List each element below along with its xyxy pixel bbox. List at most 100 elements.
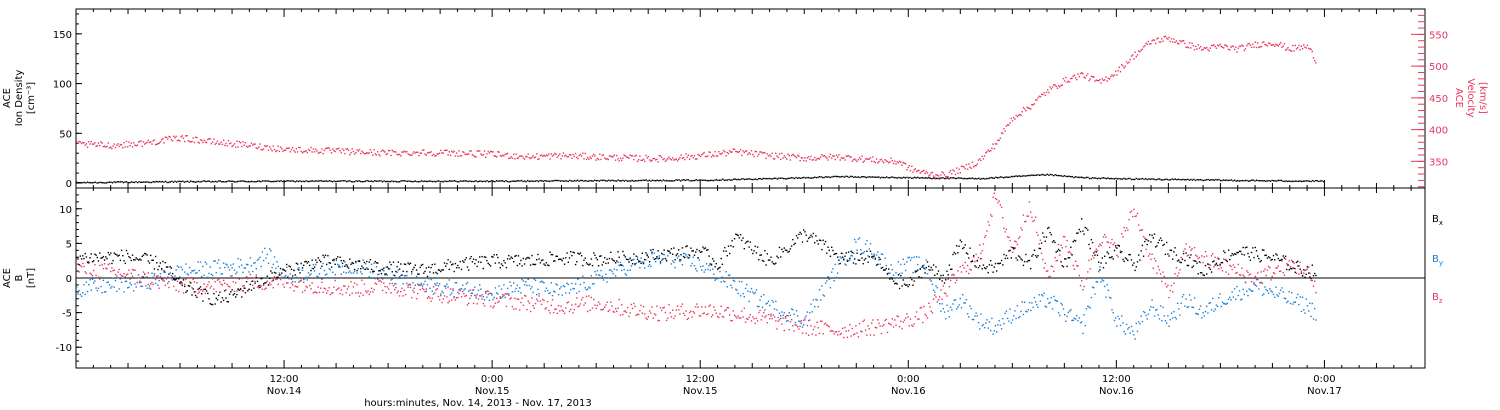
density-point — [1265, 180, 1267, 182]
by-point — [156, 275, 158, 277]
by-point — [619, 261, 622, 264]
density-point — [655, 180, 657, 182]
bx-point — [76, 256, 78, 259]
bx-point — [1091, 241, 1094, 244]
bx-point — [233, 293, 236, 295]
bx-point — [418, 273, 420, 275]
bx-point — [1244, 247, 1247, 249]
velocity-point — [431, 154, 433, 157]
bz-point — [1115, 246, 1117, 249]
by-point — [898, 273, 901, 275]
by-point — [311, 267, 313, 270]
density-point — [1319, 180, 1322, 182]
by-point — [638, 260, 640, 262]
by-point — [1261, 294, 1264, 296]
density-point — [1106, 177, 1108, 180]
by-point — [298, 267, 300, 269]
density-point — [1238, 180, 1240, 182]
by-point — [294, 281, 296, 283]
bx-point — [208, 298, 210, 300]
bx-point — [1199, 272, 1202, 274]
top-right-axis-label-3: [km/s] — [1477, 82, 1488, 114]
by-point — [1089, 307, 1091, 309]
velocity-point — [1091, 76, 1094, 78]
bz-point — [980, 252, 982, 255]
bx-point — [529, 264, 532, 266]
by-point — [817, 306, 819, 308]
bz-point — [906, 313, 908, 315]
density-point — [381, 181, 384, 183]
velocity-point — [504, 153, 506, 155]
velocity-point — [831, 157, 833, 159]
density-point — [194, 181, 196, 183]
bx-point — [152, 259, 154, 261]
density-point — [222, 181, 225, 183]
by-point — [498, 285, 500, 287]
bx-point — [795, 235, 798, 237]
by-point — [1258, 288, 1260, 290]
bx-point — [752, 252, 754, 255]
bz-point — [446, 296, 448, 298]
bz-point — [1215, 263, 1218, 266]
velocity-point — [282, 150, 284, 152]
density-point — [600, 179, 602, 181]
velocity-point — [906, 169, 908, 171]
bz-point — [577, 305, 579, 308]
bz-point — [1280, 270, 1282, 272]
velocity-point — [1174, 41, 1176, 43]
bx-point — [1212, 261, 1214, 263]
bz-point — [985, 235, 987, 237]
density-point — [196, 181, 198, 183]
velocity-point — [1204, 47, 1207, 49]
velocity-point — [277, 145, 279, 147]
bz-point — [168, 286, 170, 289]
by-point — [378, 273, 380, 276]
by-point — [873, 253, 875, 255]
bx-point — [389, 261, 391, 263]
by-point — [645, 259, 647, 261]
velocity-point — [361, 150, 363, 152]
by-point — [905, 269, 907, 272]
bz-point — [284, 274, 287, 277]
bz-point — [716, 315, 719, 318]
by-point — [572, 287, 574, 290]
by-point — [1139, 323, 1141, 325]
velocity-point — [529, 157, 532, 160]
velocity-point — [386, 152, 389, 155]
by-point — [748, 300, 750, 303]
bz-point — [1233, 266, 1236, 268]
density-point — [1174, 178, 1176, 180]
bz-point — [167, 282, 169, 285]
velocity-point — [891, 160, 893, 162]
velocity-point — [1102, 79, 1105, 81]
by-point — [180, 266, 182, 268]
bz-point — [288, 278, 290, 280]
velocity-point — [849, 156, 851, 158]
velocity-point — [1142, 46, 1145, 48]
bz-point — [1168, 296, 1170, 299]
velocity-point — [1227, 48, 1230, 50]
by-point — [503, 284, 505, 286]
bz-point — [782, 317, 784, 319]
bx-point — [676, 253, 679, 255]
by-point — [983, 327, 986, 329]
by-point — [849, 259, 851, 261]
by-point — [140, 285, 142, 287]
velocity-point — [816, 158, 818, 160]
bz-point — [338, 287, 340, 289]
bx-point — [663, 249, 665, 251]
density-point — [945, 177, 947, 180]
velocity-point — [1164, 35, 1167, 38]
bz-point — [1066, 239, 1068, 242]
density-point — [963, 177, 966, 180]
density-point — [502, 180, 504, 182]
bx-point — [80, 258, 83, 260]
bx-point — [1003, 253, 1005, 256]
velocity-point — [1072, 75, 1074, 77]
bz-point — [703, 312, 705, 314]
velocity-point — [1145, 42, 1147, 45]
by-point — [275, 267, 277, 270]
bx-point — [1104, 255, 1106, 257]
bx-point — [957, 252, 959, 254]
density-point — [441, 180, 443, 183]
